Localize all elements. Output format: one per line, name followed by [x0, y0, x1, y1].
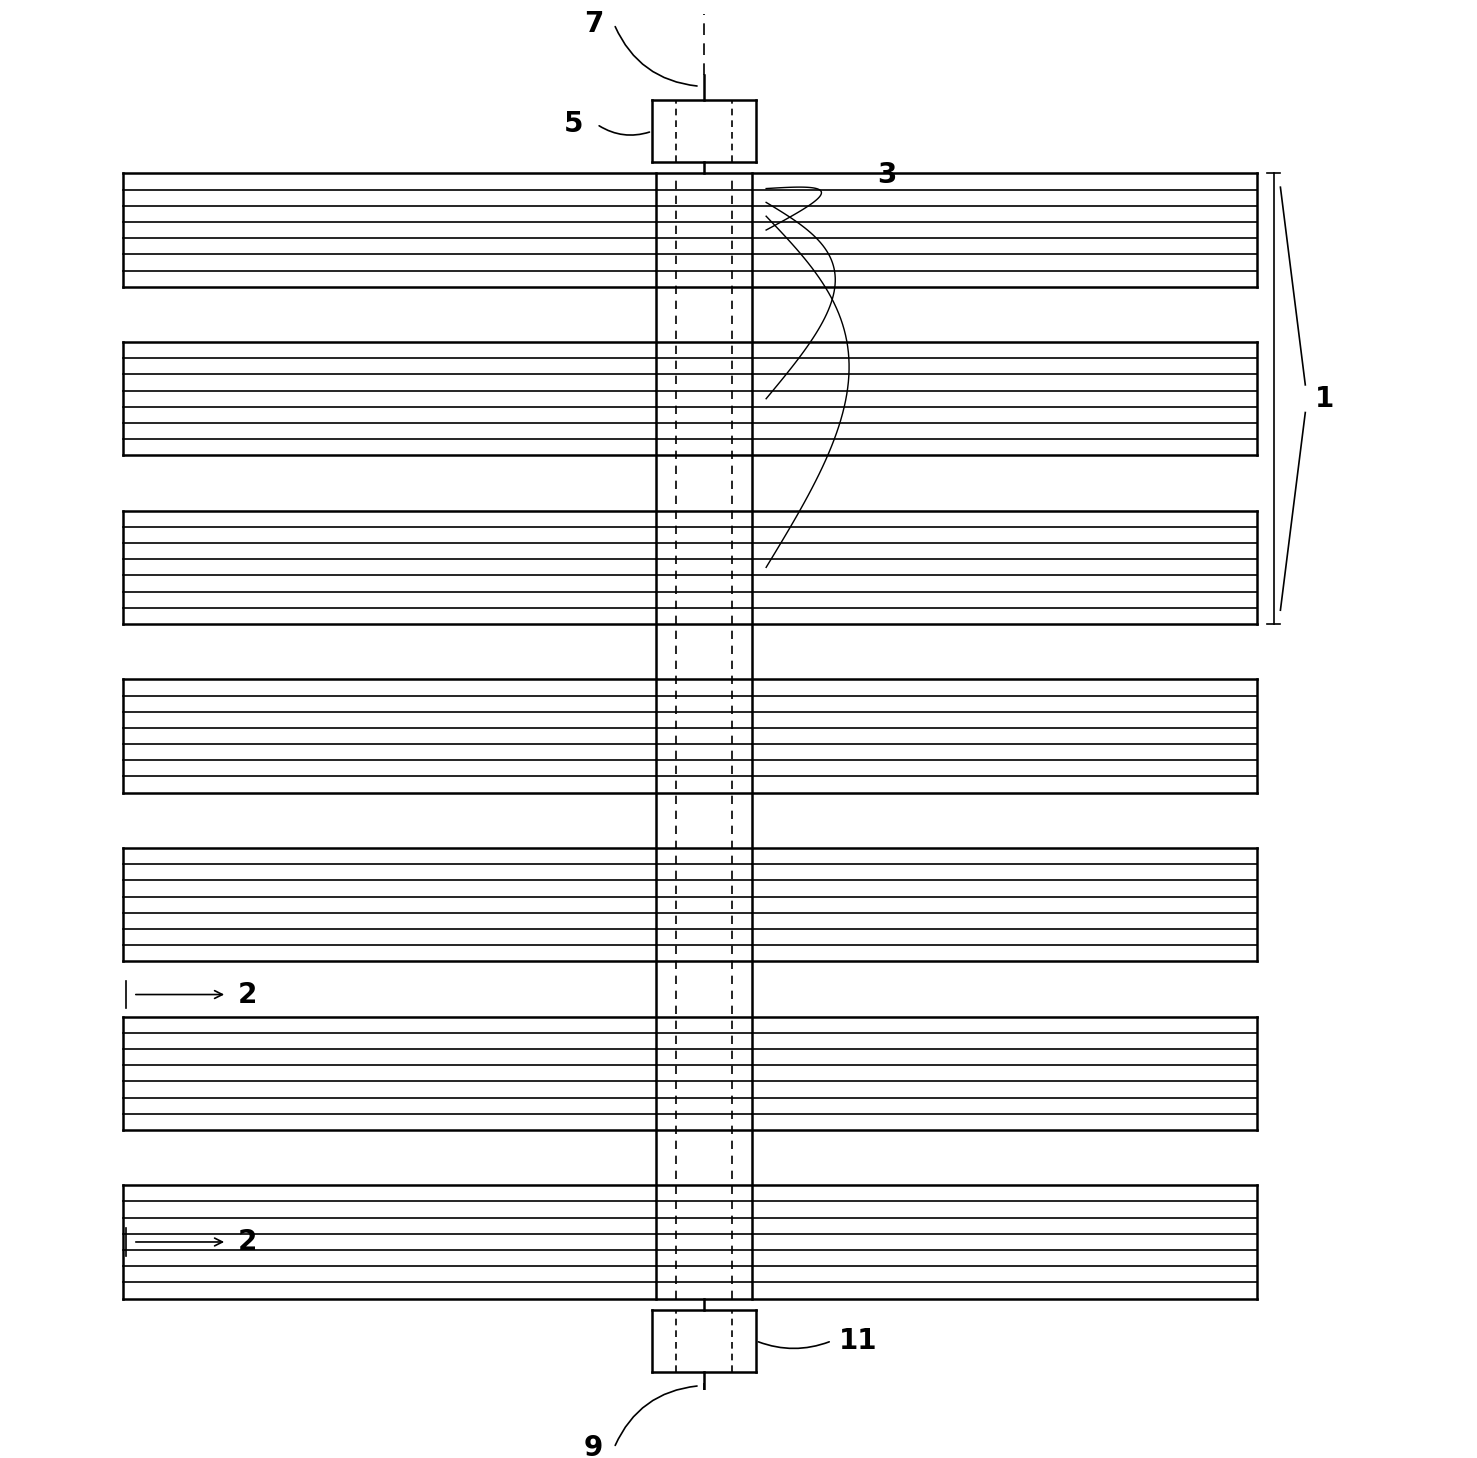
Text: 9: 9 [583, 1435, 603, 1458]
Text: 1: 1 [1315, 385, 1334, 413]
Text: 5: 5 [564, 111, 583, 139]
Text: 3: 3 [877, 160, 897, 188]
Text: 11: 11 [839, 1327, 877, 1354]
Text: 2: 2 [238, 1228, 257, 1255]
Text: 7: 7 [583, 10, 603, 38]
Text: 2: 2 [238, 981, 257, 1009]
